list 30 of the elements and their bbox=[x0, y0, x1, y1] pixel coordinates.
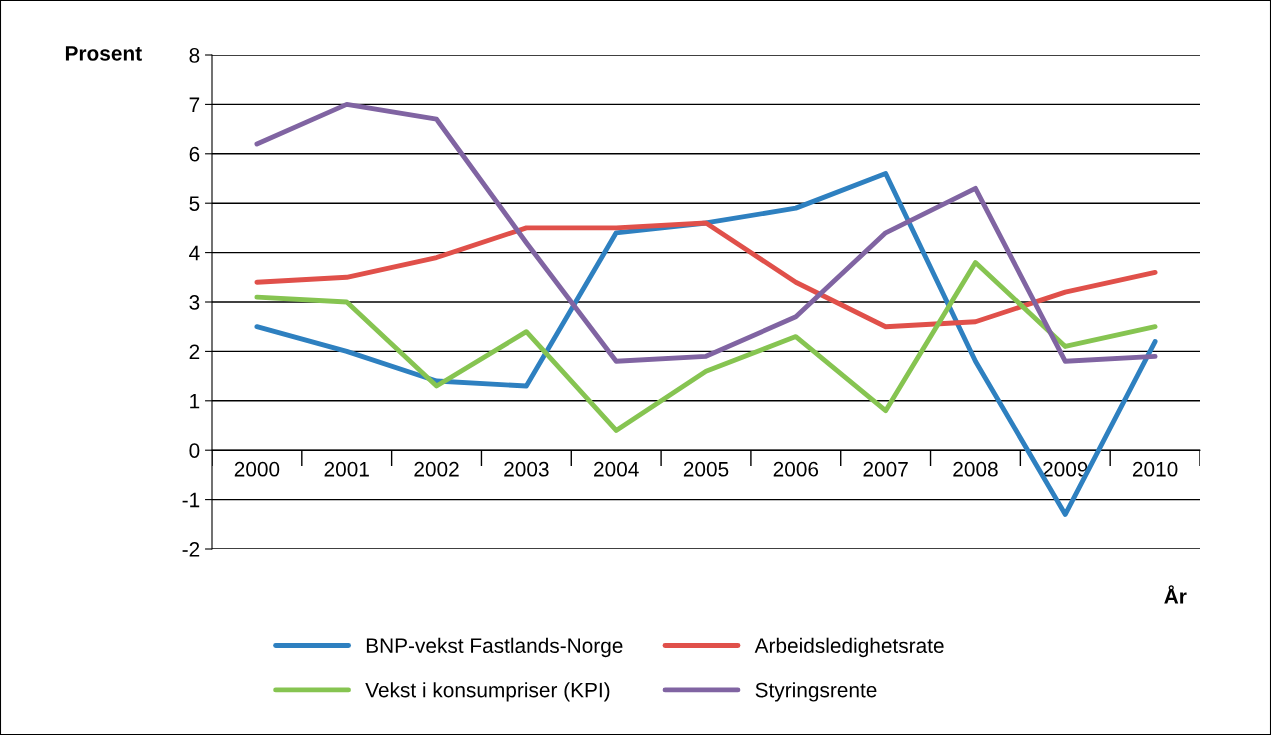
line-series bbox=[254, 101, 1158, 364]
y-tick-label: -1 bbox=[182, 492, 200, 508]
legend-label: Styringsrente bbox=[755, 682, 877, 702]
x-tick-label: 2007 bbox=[863, 461, 908, 477]
x-tick-label: 2005 bbox=[683, 461, 729, 477]
x-axis-title: År bbox=[1164, 585, 1187, 604]
y-axis-title: Prosent bbox=[65, 46, 142, 61]
x-tick-label: 2002 bbox=[414, 461, 459, 477]
y-tick-label: 1 bbox=[190, 394, 200, 409]
x-tick-label: 2006 bbox=[773, 461, 819, 477]
y-tick-label: 3 bbox=[189, 295, 200, 310]
x-tick-label: 2004 bbox=[594, 461, 639, 477]
y-tick-label: 8 bbox=[189, 48, 200, 63]
y-tick-label: -2 bbox=[182, 542, 200, 557]
x-tick-label: 2003 bbox=[504, 461, 549, 477]
x-tick-label: 2001 bbox=[324, 461, 369, 477]
legend-label: BNP-vekst Fastlands-Norge bbox=[366, 637, 623, 658]
x-tick-label: 2008 bbox=[953, 461, 998, 477]
y-tick-label: 6 bbox=[189, 146, 200, 162]
legend-label: Arbeidsledighetsrate bbox=[754, 637, 944, 658]
y-tick-label: 2 bbox=[189, 344, 200, 359]
legend-label: Vekst i konsumpriser (KPI) bbox=[365, 682, 610, 702]
x-tick-label: 2010 bbox=[1132, 461, 1178, 477]
line-series bbox=[254, 220, 1158, 330]
x-tick-label: 2000 bbox=[234, 461, 280, 477]
y-tick-label: 0 bbox=[189, 443, 200, 458]
y-tick-label: 7 bbox=[189, 97, 200, 112]
line-series bbox=[254, 260, 1158, 433]
y-tick-label: 4 bbox=[189, 245, 200, 261]
y-tick-label: 5 bbox=[189, 196, 200, 211]
